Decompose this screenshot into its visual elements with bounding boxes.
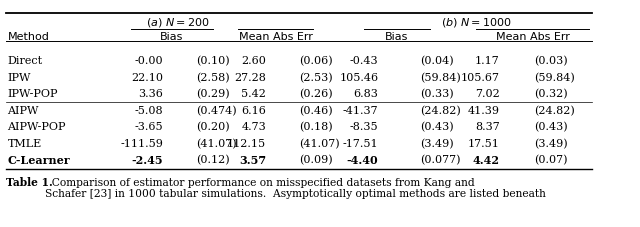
Text: TMLE: TMLE [8,138,42,148]
Text: (0.26): (0.26) [299,89,333,99]
Text: (0.07): (0.07) [534,154,568,165]
Text: (0.12): (0.12) [196,154,230,165]
Text: 2.60: 2.60 [241,56,266,66]
Text: Method: Method [8,32,49,42]
Text: 1.17: 1.17 [475,56,500,66]
Text: 6.16: 6.16 [241,105,266,115]
Text: (0.09): (0.09) [299,154,333,165]
Text: 17.51: 17.51 [468,138,500,148]
Text: Table 1.: Table 1. [6,177,52,188]
Text: 27.28: 27.28 [234,72,266,82]
Text: Bias: Bias [160,32,184,42]
Text: (0.43): (0.43) [534,121,568,132]
Text: -111.59: -111.59 [120,138,163,148]
Text: 6.83: 6.83 [353,89,378,99]
Text: 3.36: 3.36 [139,89,163,99]
Text: (41.07): (41.07) [299,138,340,148]
Text: Mean Abs Err: Mean Abs Err [239,32,312,42]
Text: (0.29): (0.29) [196,89,230,99]
Text: 4.73: 4.73 [241,122,266,132]
Text: IPW: IPW [8,72,31,82]
Text: IPW-POP: IPW-POP [8,89,58,99]
Text: 105.67: 105.67 [461,72,500,82]
Text: (0.10): (0.10) [196,56,230,66]
Text: 7.02: 7.02 [475,89,500,99]
Text: (0.33): (0.33) [420,89,454,99]
Text: (0.18): (0.18) [299,121,333,132]
Text: (24.82): (24.82) [420,105,461,115]
Text: (2.58): (2.58) [196,72,230,83]
Text: (2.53): (2.53) [299,72,333,83]
Text: -41.37: -41.37 [343,105,378,115]
Text: -0.43: -0.43 [349,56,378,66]
Text: (0.20): (0.20) [196,121,230,132]
Text: 3.57: 3.57 [239,154,266,165]
Text: (0.43): (0.43) [420,121,454,132]
Text: $(a)\ N=200$: $(a)\ N=200$ [146,15,209,28]
Text: 8.37: 8.37 [475,122,500,132]
Text: (3.49): (3.49) [420,138,454,148]
Text: 41.39: 41.39 [468,105,500,115]
Text: (3.49): (3.49) [534,138,568,148]
Text: -4.40: -4.40 [347,154,378,165]
Text: -8.35: -8.35 [349,122,378,132]
Text: -2.45: -2.45 [132,154,163,165]
Text: (0.46): (0.46) [299,105,333,115]
Text: -0.00: -0.00 [135,56,163,66]
Text: Direct: Direct [8,56,43,66]
Text: AIPW-POP: AIPW-POP [8,122,66,132]
Text: Comparison of estimator performance on misspecified datasets from Kang and
Schaf: Comparison of estimator performance on m… [45,177,546,198]
Text: Mean Abs Err: Mean Abs Err [495,32,570,42]
Text: (0.03): (0.03) [534,56,568,66]
Text: -5.08: -5.08 [135,105,163,115]
Text: (0.474): (0.474) [196,105,237,115]
Text: 4.42: 4.42 [473,154,500,165]
Text: 22.10: 22.10 [131,72,163,82]
Text: 5.42: 5.42 [241,89,266,99]
Text: $(b)\ N=1000$: $(b)\ N=1000$ [441,15,512,28]
Text: (59.84): (59.84) [420,72,461,83]
Text: (0.32): (0.32) [534,89,568,99]
Text: (0.06): (0.06) [299,56,333,66]
Text: 105.46: 105.46 [339,72,378,82]
Text: -17.51: -17.51 [343,138,378,148]
Text: (41.07): (41.07) [196,138,237,148]
Text: 112.15: 112.15 [227,138,266,148]
Text: (0.077): (0.077) [420,154,461,165]
Text: -3.65: -3.65 [135,122,163,132]
Text: Bias: Bias [385,32,409,42]
Text: AIPW: AIPW [8,105,39,115]
Text: (59.84): (59.84) [534,72,575,83]
Text: C-Learner: C-Learner [8,154,70,165]
Text: (0.04): (0.04) [420,56,454,66]
Text: (24.82): (24.82) [534,105,575,115]
